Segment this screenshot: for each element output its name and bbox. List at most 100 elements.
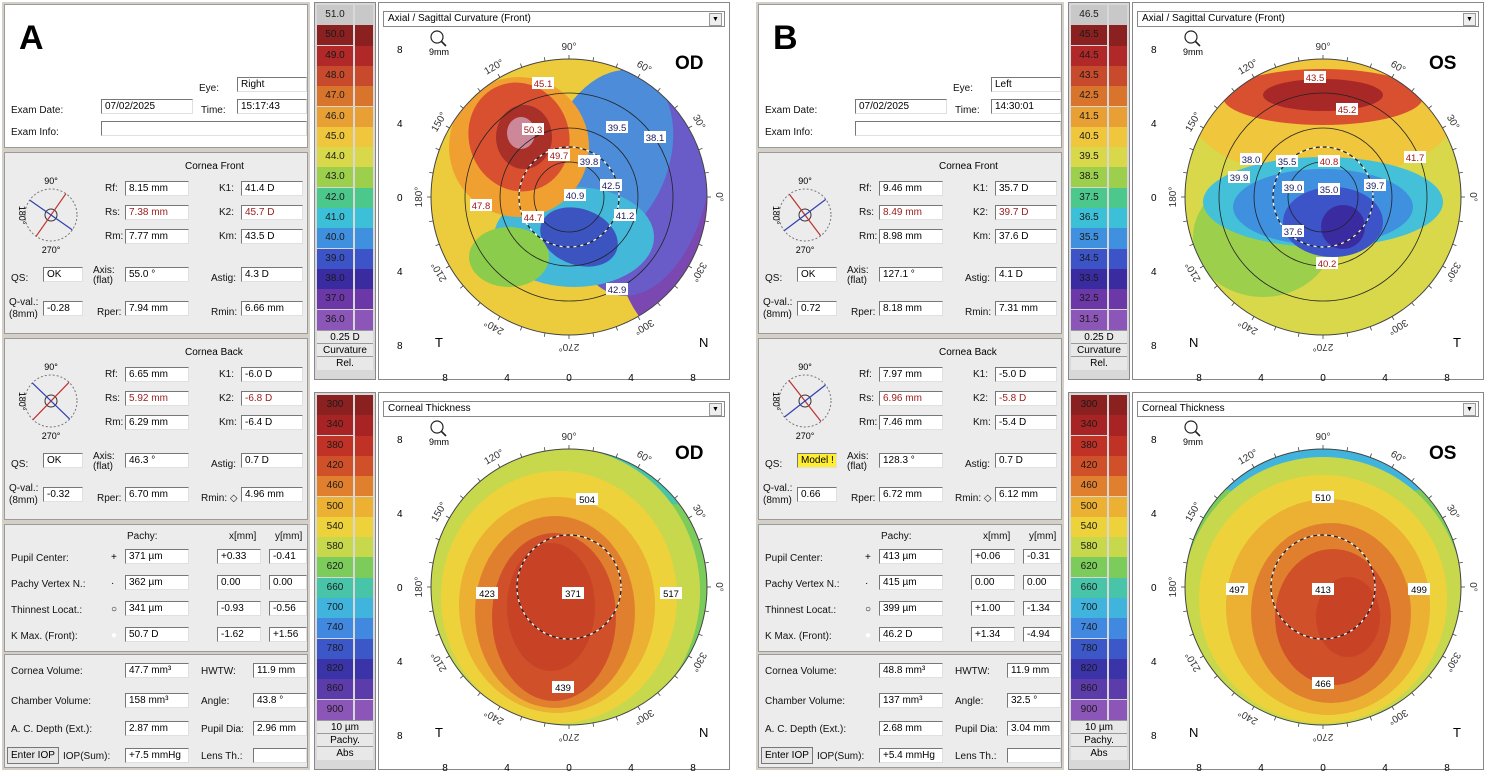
pv-marker-icon: · (865, 578, 869, 589)
pupil-label: Pupil Dia: (201, 724, 244, 735)
pupil-value: 2.96 mm (253, 721, 307, 736)
angle-label: 180° (1168, 187, 1179, 208)
curvature-map[interactable]: 90° 60° 30° 0° 330° 300° 270° 240° 210° 180° 150° 1… (379, 29, 729, 387)
zoom-magnifier-icon[interactable] (1184, 420, 1201, 437)
scale-swatch (355, 5, 373, 26)
thickness-map[interactable]: 90° 60° 30° 0° 330° 300° 270° 240° 210° 180° 150° 1… (379, 419, 729, 777)
scale-swatch (1109, 86, 1127, 107)
degree-tick (698, 633, 703, 636)
degree-tick (657, 87, 661, 92)
degree-tick (459, 285, 464, 289)
scale-mode-label[interactable]: Abs (317, 745, 373, 760)
scale-mode-label[interactable]: Rel. (317, 355, 373, 370)
degree-tick (1428, 495, 1433, 499)
scale-name-label[interactable]: Curvature (1071, 342, 1127, 357)
scale-mode-label[interactable]: Rel. (1071, 355, 1127, 370)
k2-label: K2: (973, 393, 989, 404)
dial-ring (778, 374, 832, 428)
angle-label: 150° (1184, 501, 1204, 524)
scale-value: 46.0 (317, 106, 353, 127)
km-label: Km: (219, 231, 237, 242)
rmin-label: Rmin: (211, 307, 238, 318)
km-label: Km: (973, 231, 991, 242)
scale-mode-label[interactable]: Abs (1071, 745, 1127, 760)
scale-value: 36.5 (1071, 208, 1107, 228)
qs-label: QS: (765, 459, 783, 470)
rm-value: 6.29 mm (125, 415, 189, 430)
zoom-magnifier-icon[interactable] (430, 420, 447, 437)
enter-iop-button[interactable]: Enter IOP (761, 747, 813, 764)
scale-swatch (355, 679, 373, 700)
qs-label: QS: (11, 273, 29, 284)
y-axis-tick: 0 (397, 193, 403, 204)
chevron-down-icon[interactable]: ▼ (709, 403, 722, 416)
axis-label: Axis: (93, 265, 115, 276)
thickness-map[interactable]: 90° 60° 30° 0° 330° 300° 270° 240° 210° 180° 150° 1… (1133, 419, 1483, 777)
scale-swatch (355, 598, 373, 619)
km-marker-icon: ● (111, 630, 118, 641)
map-type-select[interactable]: Corneal Thickness ▼ (383, 401, 725, 417)
degree-tick (1189, 633, 1194, 636)
y-axis-tick: 8 (1151, 341, 1157, 352)
map-type-select[interactable]: Axial / Sagittal Curvature (Front) ▼ (383, 11, 725, 27)
scale-name-label[interactable]: Pachy. (1071, 732, 1127, 747)
map-value-box (1318, 155, 1340, 167)
scale-swatch (355, 395, 373, 416)
degree-tick (520, 453, 523, 458)
degree-tick (445, 125, 450, 129)
scale-value: 38.0 (317, 268, 353, 289)
scale-value: 620 (317, 557, 353, 578)
tl-pachy-value: 399 µm (879, 601, 943, 616)
degree-tick (435, 538, 440, 541)
k2-value: -6.8 D (241, 391, 303, 406)
rper-label: Rper: (851, 493, 876, 504)
exam-info-input[interactable] (855, 121, 1061, 136)
scale-swatch (355, 516, 373, 538)
map-value: 35.0 (1320, 185, 1339, 196)
enter-iop-button[interactable]: Enter IOP (7, 747, 59, 764)
degree-tick (1346, 722, 1349, 727)
angle-label: 120° (483, 58, 506, 78)
scale-value: 340 (1071, 415, 1107, 436)
angle-label: 150° (430, 111, 450, 134)
degree-tick (1428, 675, 1433, 679)
scale-swatch (355, 415, 373, 436)
angle-label: 120° (483, 448, 506, 468)
exam-date-value: 07/02/2025 (855, 99, 947, 114)
map-type-select[interactable]: Axial / Sagittal Curvature (Front) ▼ (1137, 11, 1479, 27)
angle-label: 330° (689, 650, 709, 673)
pachy-header: Pachy: (881, 531, 912, 542)
map-color-zone (507, 543, 595, 671)
degree-tick (445, 265, 450, 269)
chevron-down-icon[interactable]: ▼ (709, 13, 722, 26)
zoom-magnifier-icon[interactable] (430, 30, 447, 47)
degree-tick (592, 332, 595, 337)
degree-tick (1231, 477, 1235, 482)
chevron-down-icon[interactable]: ▼ (1463, 13, 1476, 26)
dial-ring (778, 188, 832, 242)
map-value-box (1312, 491, 1334, 503)
scale-swatch (355, 228, 373, 249)
degree-tick (637, 73, 641, 78)
exam-date-label: Exam Date: (765, 105, 818, 116)
pc-x-value: +0.33 (217, 549, 261, 564)
zoom-magnifier-icon[interactable] (1184, 30, 1201, 47)
map-value: 37.6 (1284, 227, 1303, 238)
axis-label: Axis: (847, 451, 869, 462)
pupil-circle (518, 146, 620, 248)
hwtw-value: 11.9 mm (1007, 663, 1061, 678)
degree-tick (592, 722, 595, 727)
scale-value: 580 (1071, 537, 1107, 558)
cv-value: 48.8 mm³ (879, 663, 943, 678)
exam-info-input[interactable] (101, 121, 307, 136)
curvature-map[interactable]: 90° 60° 30° 0° 330° 300° 270° 240° 210° 180° 150° 1… (1133, 29, 1483, 387)
scale-name-label[interactable]: Curvature (317, 342, 373, 357)
map-type-select[interactable]: Corneal Thickness ▼ (1137, 401, 1479, 417)
k2-value: 39.7 D (995, 205, 1057, 220)
scale-name-label[interactable]: Pachy. (317, 732, 373, 747)
map-orientation-label: T (435, 725, 443, 740)
angle-label: 60° (634, 59, 653, 76)
degree-tick (1274, 63, 1277, 68)
chevron-down-icon[interactable]: ▼ (1463, 403, 1476, 416)
map-value: 38.1 (646, 133, 665, 144)
